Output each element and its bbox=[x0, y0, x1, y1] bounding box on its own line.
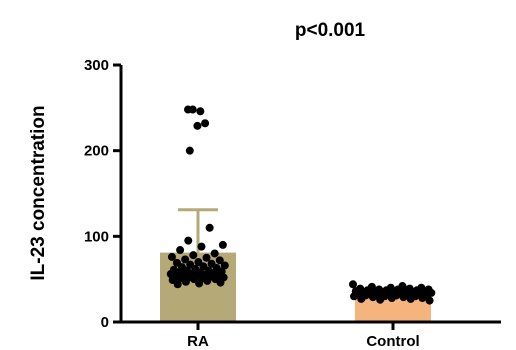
data-point-ra bbox=[203, 276, 212, 285]
data-point-ra bbox=[185, 146, 194, 155]
data-point-control bbox=[368, 293, 377, 302]
data-point-ra bbox=[196, 107, 205, 116]
category-label-ra: RA bbox=[187, 333, 209, 350]
data-point-ra bbox=[173, 280, 182, 289]
data-point-ra bbox=[215, 256, 224, 265]
data-point-ra bbox=[210, 249, 219, 258]
data-point-ra bbox=[216, 278, 225, 287]
data-point-ra bbox=[181, 277, 190, 286]
data-point-control bbox=[349, 280, 357, 289]
p-value-annotation: p<0.001 bbox=[295, 20, 366, 41]
data-point-ra bbox=[195, 279, 204, 288]
data-point-control bbox=[387, 294, 396, 303]
data-point-ra bbox=[201, 119, 210, 128]
data-point-control bbox=[357, 294, 366, 303]
data-point-control bbox=[350, 292, 359, 301]
data-point-ra bbox=[193, 121, 202, 130]
data-point-ra bbox=[167, 252, 176, 261]
data-point-ra bbox=[181, 255, 190, 264]
y-axis-title: IL-23 concentration bbox=[28, 105, 49, 280]
y-tick-label: 100 bbox=[84, 228, 109, 245]
data-point-control bbox=[406, 294, 415, 303]
y-tick-label: 0 bbox=[101, 314, 109, 331]
data-point-ra bbox=[205, 223, 214, 232]
data-point-ra bbox=[184, 236, 193, 245]
data-point-control bbox=[399, 293, 408, 302]
data-point-ra bbox=[188, 105, 197, 114]
data-point-ra bbox=[218, 240, 227, 249]
plot-area: 0 100 200 300 RA Control bbox=[84, 57, 501, 350]
data-point-ra bbox=[189, 251, 198, 260]
category-label-control: Control bbox=[366, 333, 419, 350]
data-point-ra bbox=[176, 246, 185, 255]
data-point-ra bbox=[197, 242, 206, 251]
data-point-control bbox=[425, 296, 434, 305]
data-point-control bbox=[418, 294, 427, 303]
y-tick-label: 300 bbox=[84, 57, 109, 74]
data-point-ra bbox=[202, 253, 211, 262]
data-point-control bbox=[376, 295, 385, 304]
data-point-ra bbox=[220, 261, 229, 270]
y-tick-label: 200 bbox=[84, 143, 109, 160]
